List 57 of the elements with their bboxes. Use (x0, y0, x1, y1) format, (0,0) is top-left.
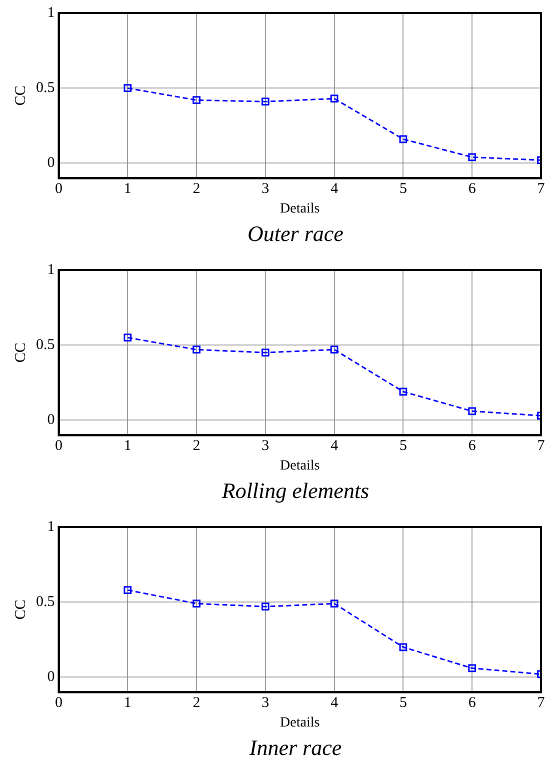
x-tick-label: 7 (537, 181, 546, 198)
point (330, 346, 338, 354)
y-tick-label: 0 (47, 669, 55, 686)
x-tick-label: 1 (124, 438, 132, 454)
point (330, 94, 338, 103)
y-axis-title: CC (12, 600, 29, 620)
x-tick-label: 7 (537, 438, 546, 454)
y-tick-label: 0 (47, 155, 55, 172)
point (192, 346, 200, 354)
x-tick-label: 3 (262, 181, 270, 198)
y-axis-title: CC (12, 342, 29, 363)
text: Rolling elements (220, 477, 370, 505)
point (468, 407, 476, 416)
x-tick-label: 3 (262, 695, 270, 712)
point (468, 664, 476, 672)
x-tick-label: 6 (468, 438, 476, 454)
x-tick-label: 6 (468, 181, 476, 198)
x-tick-label: 3 (262, 438, 270, 454)
y-tick-label: 0.5 (36, 337, 55, 354)
y-tick-label: 0 (47, 412, 55, 428)
y-tick-label: 0.5 (36, 80, 55, 96)
x-tick-label: 4 (330, 695, 339, 712)
point (261, 602, 270, 611)
y-axis-title: CC (12, 86, 29, 106)
x-axis-title: Details (280, 201, 320, 216)
x-tick-label: 4 (330, 438, 339, 454)
x-tick-label: 5 (399, 181, 407, 198)
x-tick-label: 4 (330, 181, 339, 198)
point (124, 334, 132, 342)
text: Inner race (248, 734, 343, 762)
y-tick-label: 1 (47, 262, 55, 278)
x-tick-label: 2 (192, 695, 200, 712)
point (124, 84, 132, 92)
y-tick-label: 1 (47, 518, 55, 535)
x-tick-label: 1 (124, 695, 132, 712)
point (261, 348, 270, 357)
point (468, 153, 476, 162)
point (261, 98, 270, 106)
x-tick-label: 5 (399, 438, 407, 454)
point (399, 643, 408, 652)
x-tick-label: 7 (537, 695, 546, 712)
x-tick-label: 2 (192, 181, 200, 198)
x-axis-title: Details (280, 715, 320, 730)
point (192, 96, 200, 104)
point (399, 388, 408, 396)
y-tick-label: 0.5 (36, 594, 55, 610)
text: Outer race (246, 220, 344, 248)
x-tick-label: 5 (399, 695, 407, 712)
x-axis-title: Details (280, 458, 320, 474)
y-tick-label: 1 (47, 4, 55, 21)
point (192, 600, 200, 608)
x-tick-label: 1 (124, 181, 132, 198)
x-tick-label: 2 (192, 438, 200, 454)
x-tick-label: 6 (468, 695, 476, 712)
point (330, 600, 338, 608)
point (124, 586, 132, 594)
point (399, 135, 408, 144)
